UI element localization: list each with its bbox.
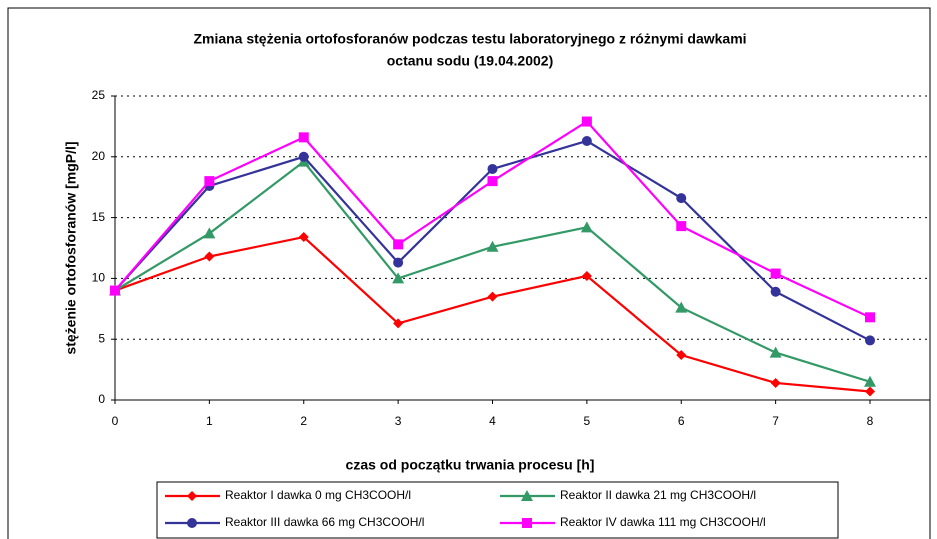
x-axis-title: czas od początku trwania procesu [h]: [346, 457, 595, 473]
marker: [393, 318, 404, 329]
y-tick-label: 15: [92, 210, 106, 224]
marker: [864, 375, 876, 387]
x-tick-label: 7: [772, 414, 779, 428]
marker: [298, 132, 309, 143]
marker: [770, 268, 781, 279]
marker: [865, 312, 875, 323]
marker: [110, 285, 120, 296]
y-tick-label: 5: [98, 331, 105, 345]
marker: [393, 239, 404, 250]
marker: [204, 176, 215, 187]
x-tick-label: 0: [112, 414, 119, 428]
marker: [487, 291, 498, 302]
y-axis-title: stężenie ortofosforanów [mgP/l]: [63, 141, 79, 354]
y-tick-label: 20: [92, 149, 106, 163]
marker: [865, 335, 875, 346]
marker: [393, 257, 404, 268]
marker: [581, 270, 592, 281]
x-tick-label: 5: [584, 414, 591, 428]
marker: [770, 377, 781, 388]
marker: [676, 350, 687, 361]
marker: [203, 227, 216, 239]
legend-marker: [522, 518, 532, 528]
x-tick-label: 6: [678, 414, 685, 428]
x-tick-label: 8: [867, 414, 874, 428]
marker: [770, 286, 781, 297]
marker: [675, 301, 688, 313]
legend-label: Reaktor IV dawka 111 mg CH3COOH/l: [560, 515, 766, 529]
x-tick-label: 4: [489, 414, 496, 428]
marker: [769, 346, 782, 358]
marker: [298, 232, 309, 243]
marker: [486, 240, 499, 252]
marker: [487, 176, 498, 187]
legend-label: Reaktor II dawka 21 mg CH3COOH/l: [560, 488, 756, 502]
marker: [392, 272, 405, 284]
legend: [156, 481, 839, 539]
marker: [580, 221, 593, 233]
marker: [865, 386, 875, 397]
marker: [487, 163, 498, 174]
marker: [204, 251, 215, 262]
marker: [581, 116, 592, 127]
legend-marker: [187, 491, 197, 501]
legend-label: Reaktor III dawka 66 mg CH3COOH/l: [225, 515, 424, 529]
y-tick-label: 25: [92, 88, 106, 102]
chart-title: octanu sodu (19.04.2002): [387, 53, 554, 69]
x-tick-label: 1: [206, 414, 213, 428]
marker: [676, 221, 687, 232]
marker: [298, 151, 309, 162]
legend-marker: [187, 518, 197, 528]
marker: [581, 135, 592, 146]
y-tick-label: 10: [92, 271, 106, 285]
chart-title: Zmiana stężenia ortofosforanów podczas t…: [193, 31, 746, 47]
y-tick-label: 0: [98, 392, 105, 406]
legend-marker: [521, 490, 533, 501]
x-tick-label: 2: [300, 414, 307, 428]
legend-label: Reaktor I dawka 0 mg CH3COOH/l: [225, 488, 411, 502]
marker: [676, 193, 687, 204]
x-tick-label: 3: [395, 414, 402, 428]
